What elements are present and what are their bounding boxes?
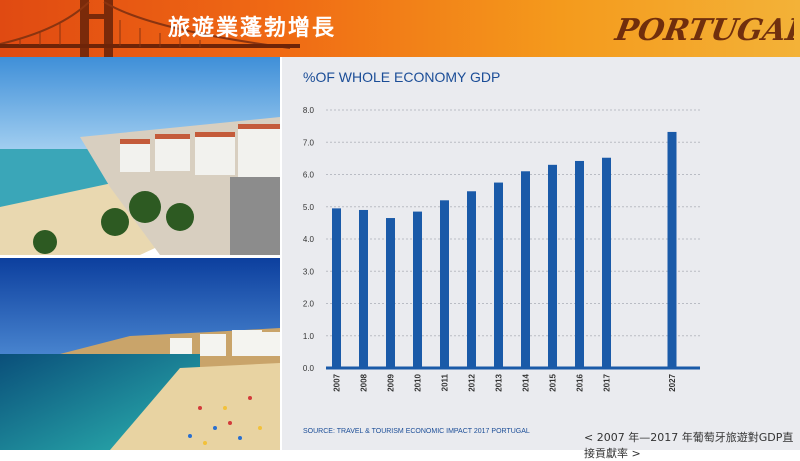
bar-2027 — [667, 131, 677, 368]
portugal-logo: PORTUGAL — [612, 13, 794, 48]
y-tick-label: 6.0 — [303, 171, 315, 180]
bar-2015 — [548, 164, 557, 368]
bar-2008 — [359, 209, 368, 368]
x-tick-label: 2012 — [468, 373, 477, 391]
bar-2011 — [440, 200, 449, 368]
bar-2014 — [521, 171, 530, 368]
gdp-bar-chart: 0.0 1.0 2.0 3.0 4.0 5.0 6.0 7.0 8.0 2007 2008 2009 2… — [303, 106, 700, 392]
y-tick-label: 0.0 — [303, 364, 315, 373]
x-tick-label: 2015 — [549, 373, 558, 391]
source-note: SOURCE: TRAVEL & TOURISM ECONOMIC IMPACT… — [303, 428, 530, 435]
beach-photo — [0, 258, 280, 450]
y-tick-label: 7.0 — [303, 138, 315, 147]
bar-2017 — [602, 157, 611, 368]
svg-text:PORTUGAL: PORTUGAL — [612, 13, 794, 48]
x-tick-label: 2011 — [441, 373, 450, 391]
page-title: 旅遊業蓬勃增長 — [168, 16, 337, 41]
y-tick-label: 4.0 — [303, 235, 315, 244]
y-tick-label: 3.0 — [303, 267, 315, 276]
x-tick-label: 2009 — [387, 373, 396, 391]
chart-panel — [282, 57, 800, 450]
y-tick-label: 2.0 — [303, 300, 315, 309]
x-tick-label: 2016 — [576, 373, 585, 391]
x-tick-label: 2008 — [360, 373, 369, 391]
y-tick-label: 8.0 — [303, 106, 315, 115]
y-tick-label: 1.0 — [303, 332, 315, 341]
x-tick-label: 2007 — [333, 373, 342, 391]
bridge-graphic — [0, 0, 300, 57]
bar-2007 — [332, 208, 341, 368]
y-tick-label: 5.0 — [303, 203, 315, 212]
x-tick-label: 2027 — [668, 373, 677, 391]
x-tick-label: 2010 — [414, 373, 423, 391]
bar-2012 — [467, 191, 476, 368]
bar-2013 — [494, 182, 503, 368]
x-tick-label: 2014 — [522, 373, 531, 391]
bar-2010 — [413, 211, 422, 368]
bar-2016 — [575, 160, 584, 368]
chart-title: %OF WHOLE ECONOMY GDP — [303, 69, 501, 85]
header-banner: 旅遊業蓬勃增長 PORTUGAL — [0, 0, 800, 57]
x-tick-label: 2013 — [495, 373, 504, 391]
coastal-town-photo — [0, 57, 280, 255]
bar-2009 — [386, 218, 395, 368]
chart-caption: < 2007 年—2017 年葡萄牙旅遊對GDP直接貢獻率 > — [584, 431, 794, 460]
x-tick-label: 2017 — [603, 373, 612, 391]
